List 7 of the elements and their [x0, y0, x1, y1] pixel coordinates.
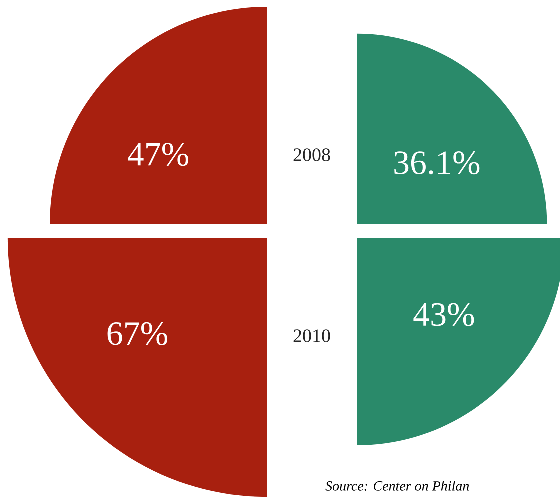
data-label: 67% — [108, 322, 168, 346]
data-label: 43% — [414, 303, 474, 326]
source-note: Source: Center on Philan — [326, 481, 470, 491]
data-label: 47% — [128, 143, 189, 166]
data-label: 36.1% — [394, 152, 480, 175]
category-label: 2008 — [294, 148, 330, 162]
category-label: 2010 — [294, 330, 330, 342]
